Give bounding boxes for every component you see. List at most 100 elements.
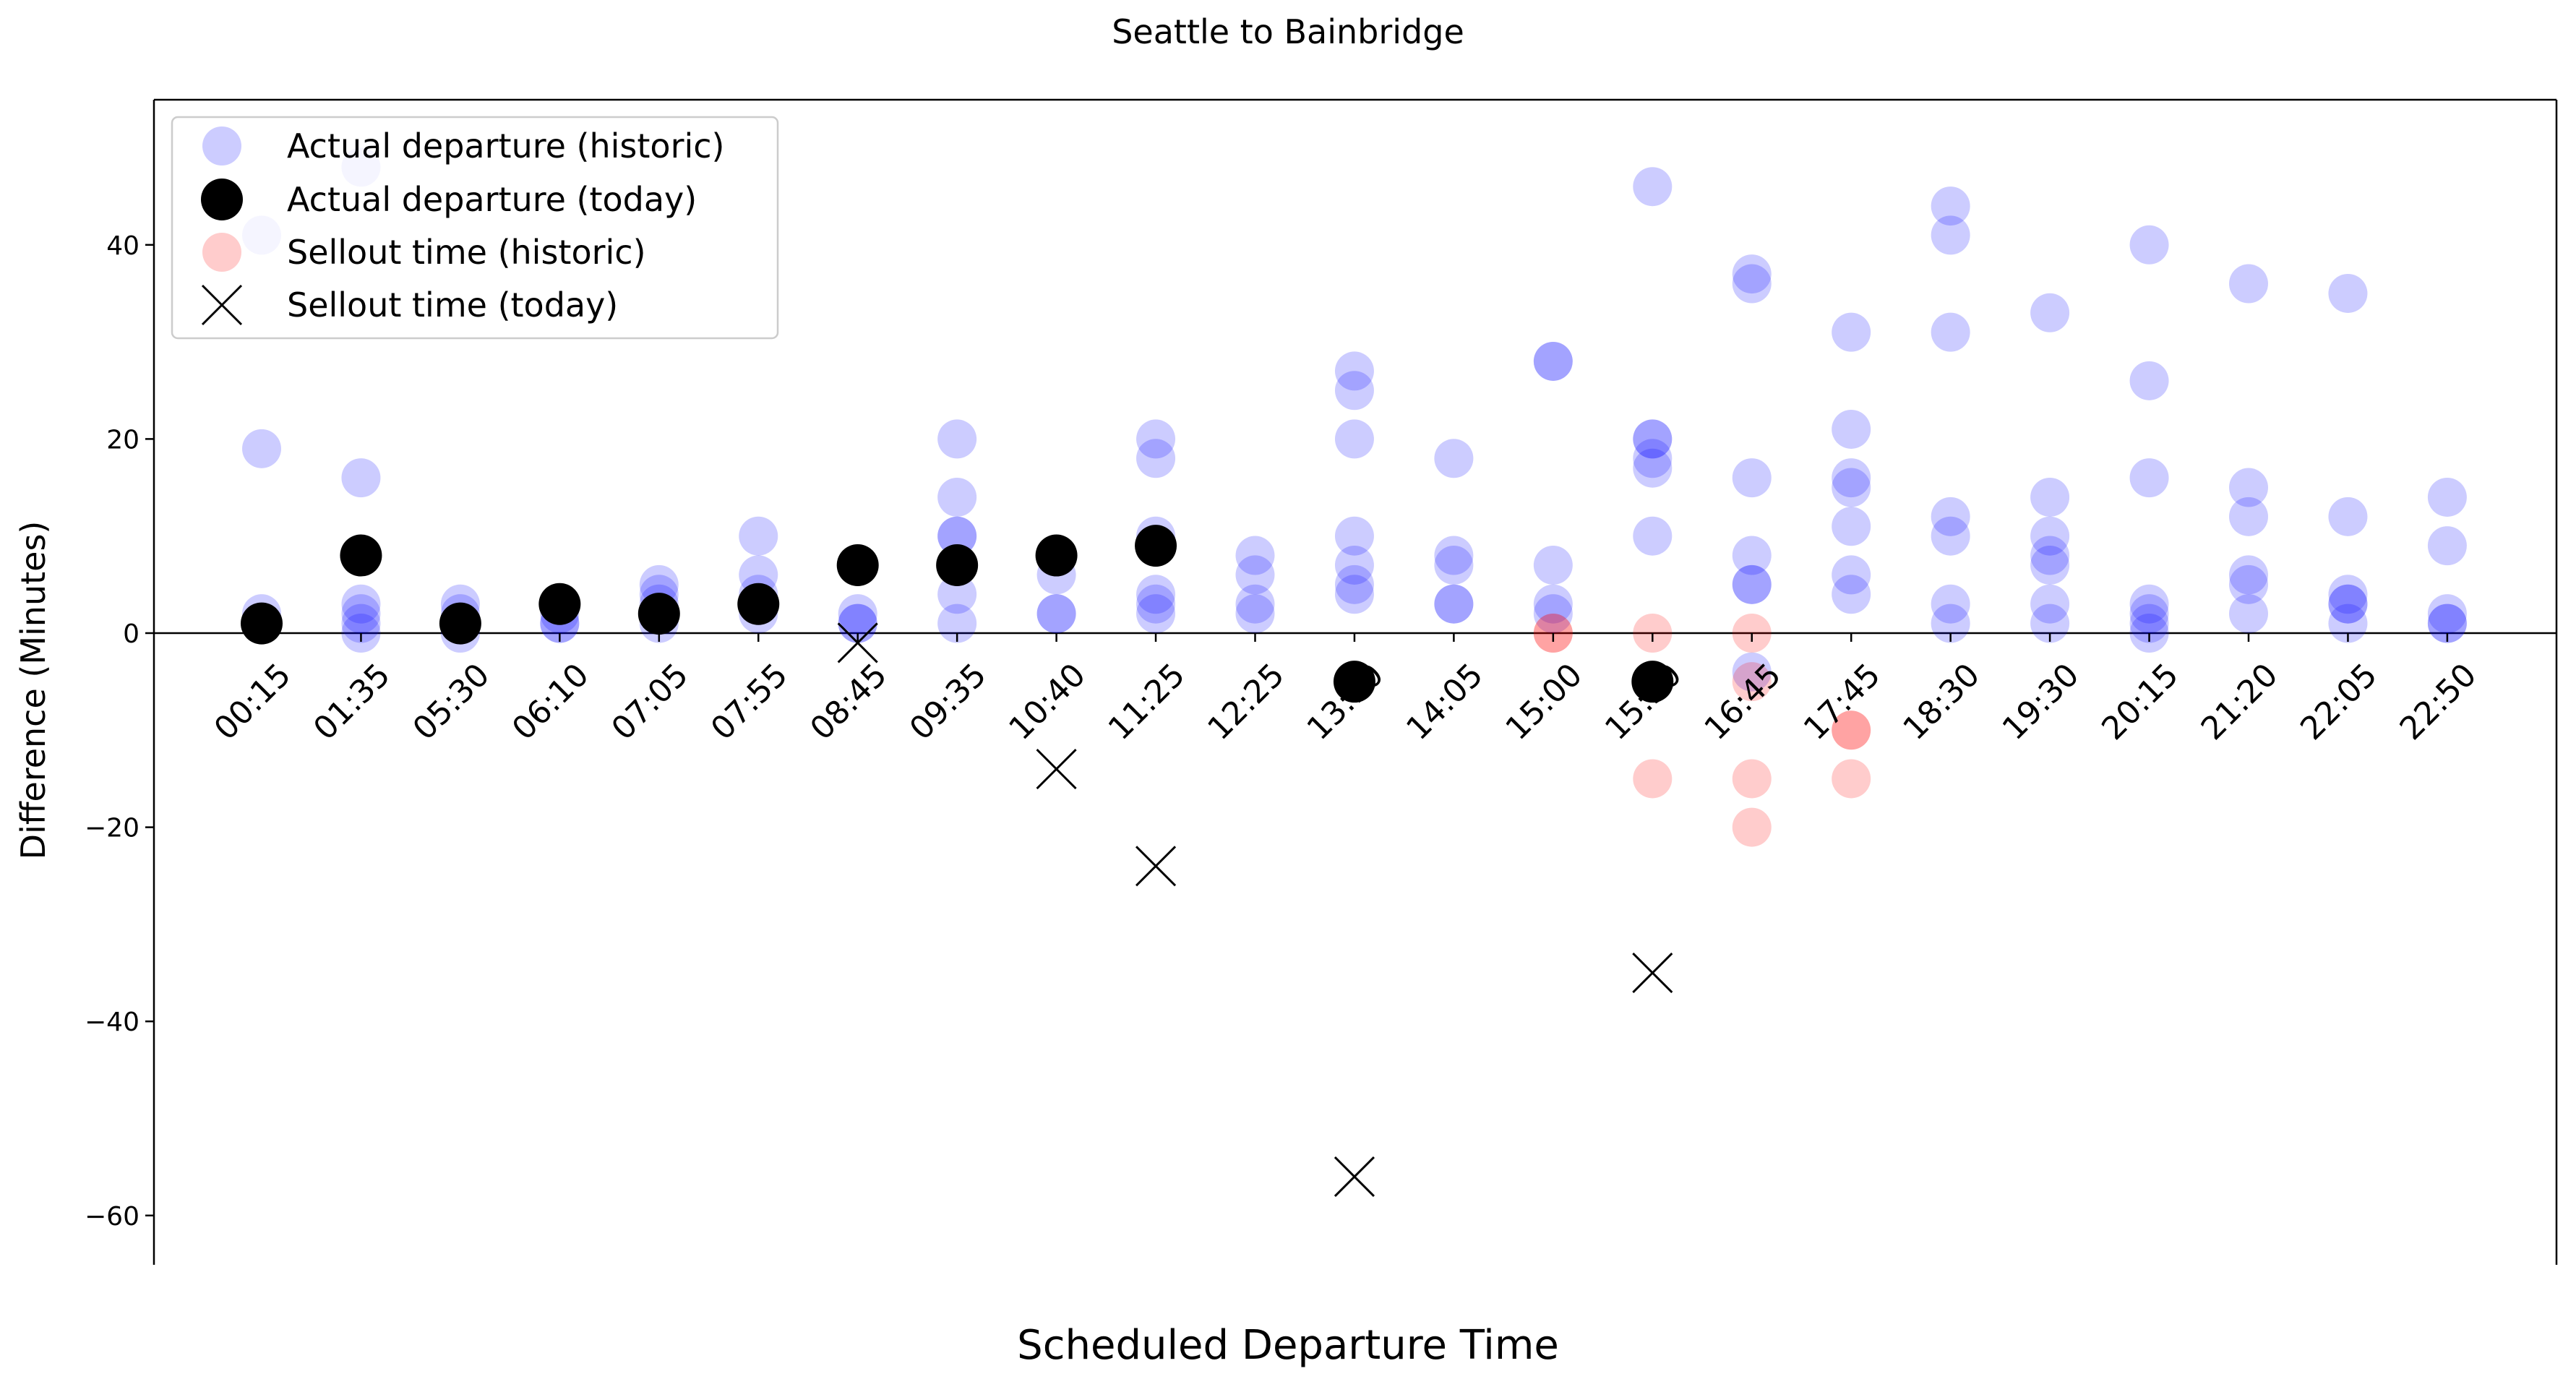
x-tick-label: 14:05	[1399, 656, 1490, 747]
historic-sellout-point	[1832, 710, 1871, 750]
historic-departure-point	[2129, 594, 2169, 634]
today-departure-point	[936, 544, 979, 586]
historic-departure-point	[1036, 594, 1076, 634]
legend-marker	[202, 233, 241, 272]
historic-departure-point	[2030, 516, 2070, 556]
historic-departure-point	[1036, 594, 1076, 634]
historic-departure-point	[2229, 264, 2268, 304]
today-departure-point	[637, 593, 680, 635]
historic-departure-point	[2030, 477, 2070, 517]
historic-departure-point	[1633, 167, 1673, 207]
historic-sellout-point	[1832, 759, 1871, 799]
historic-departure-point	[937, 516, 977, 556]
historic-departure-point	[1732, 564, 1772, 604]
today-sellout-point	[1135, 846, 1177, 887]
historic-departure-point	[2328, 584, 2368, 624]
historic-departure-point	[1732, 254, 1772, 294]
historic-departure-point	[1732, 264, 1772, 304]
today-sellout-point	[1036, 748, 1077, 790]
x-tick-label: 22:50	[2393, 656, 2484, 747]
historic-departure-point	[2030, 603, 2070, 643]
historic-departure-point	[2030, 536, 2070, 575]
historic-departure-point	[2328, 575, 2368, 614]
historic-departure-point	[1235, 536, 1275, 575]
historic-departure-point	[1832, 468, 1871, 507]
legend-label: Actual departure (historic)	[287, 126, 725, 166]
historic-departure-point	[2229, 564, 2268, 604]
historic-departure-point	[2229, 468, 2268, 507]
historic-departure-point	[1533, 341, 1573, 381]
historic-departure-point	[1931, 516, 1970, 556]
legend-marker	[201, 179, 243, 220]
historic-departure-point	[937, 516, 977, 556]
x-tick-label: 05:30	[406, 656, 497, 747]
historic-departure-point	[2129, 584, 2169, 624]
chart-title: Seattle to Bainbridge	[1112, 12, 1464, 51]
y-tick-label: −60	[85, 1202, 139, 1232]
y-tick-label: 40	[106, 231, 139, 261]
x-tick-label: 10:40	[1002, 656, 1093, 747]
historic-departure-point	[1334, 545, 1374, 585]
historic-departure-point	[1931, 603, 1970, 643]
historic-departure-point	[937, 575, 977, 614]
x-tick-label: 09:35	[903, 656, 994, 747]
historic-departure-point	[1931, 312, 1970, 352]
y-tick-label: 0	[123, 619, 139, 649]
historic-departure-point	[1931, 584, 1970, 624]
historic-departure-point	[341, 458, 381, 498]
historic-departure-point	[2328, 584, 2368, 624]
y-tick-label: −40	[85, 1008, 139, 1037]
historic-departure-point	[1533, 584, 1573, 624]
historic-departure-point	[639, 564, 679, 604]
historic-departure-point	[1533, 545, 1573, 585]
x-tick-label: 22:05	[2293, 656, 2384, 747]
historic-departure-point	[1136, 419, 1176, 459]
historic-departure-point	[2427, 603, 2467, 643]
x-tick-label: 20:15	[2095, 656, 2186, 747]
historic-departure-point	[1434, 439, 1474, 478]
historic-departure-point	[2129, 361, 2169, 400]
x-tick-label: 07:55	[704, 656, 795, 747]
historic-departure-point	[2328, 273, 2368, 313]
historic-departure-point	[1633, 516, 1673, 556]
today-sellout-point	[1632, 952, 1673, 994]
x-tick-label: 06:10	[505, 656, 596, 747]
today-departure-point	[241, 602, 283, 645]
legend-box	[171, 116, 779, 340]
historic-departure-point	[341, 584, 381, 624]
historic-departure-point	[1832, 312, 1871, 352]
x-tick-label: 15:00	[1499, 656, 1590, 747]
historic-departure-point	[242, 429, 281, 468]
historic-departure-point	[1633, 448, 1673, 488]
historic-departure-point	[1136, 575, 1176, 614]
historic-departure-point	[1732, 564, 1772, 604]
legend-label: Sellout time (today)	[287, 285, 618, 325]
historic-departure-point	[1533, 341, 1573, 381]
historic-departure-point	[2427, 594, 2467, 634]
y-axis-ticks: 40 20 0 −20 −40 −60	[85, 231, 154, 1232]
historic-departure-point	[2129, 225, 2169, 265]
historic-departure-point	[1334, 351, 1374, 391]
historic-departure-point	[1533, 594, 1573, 634]
today-departure-point	[340, 534, 382, 577]
historic-departure-point	[1235, 555, 1275, 595]
y-axis-label: Difference (Minutes)	[14, 521, 53, 860]
x-tick-label: 18:30	[1896, 656, 1987, 747]
historic-departure-point	[2427, 477, 2467, 517]
x-tick-label: 11:25	[1102, 656, 1193, 747]
historic-departure-point	[1732, 536, 1772, 575]
historic-departure-point	[1931, 497, 1970, 536]
historic-departure-point	[1235, 594, 1275, 634]
historic-departure-point	[1334, 564, 1374, 604]
historic-departure-point	[937, 477, 977, 517]
today-departure-point	[439, 602, 481, 645]
historic-departure-point	[1931, 215, 1970, 255]
historic-departure-point	[739, 555, 778, 595]
historic-departure-point	[2229, 497, 2268, 536]
today-departure-point	[737, 583, 780, 625]
historic-departure-point	[1334, 516, 1374, 556]
legend-marker	[201, 284, 243, 326]
historic-departure-point	[2328, 603, 2368, 643]
legend-label: Actual departure (today)	[287, 180, 697, 219]
